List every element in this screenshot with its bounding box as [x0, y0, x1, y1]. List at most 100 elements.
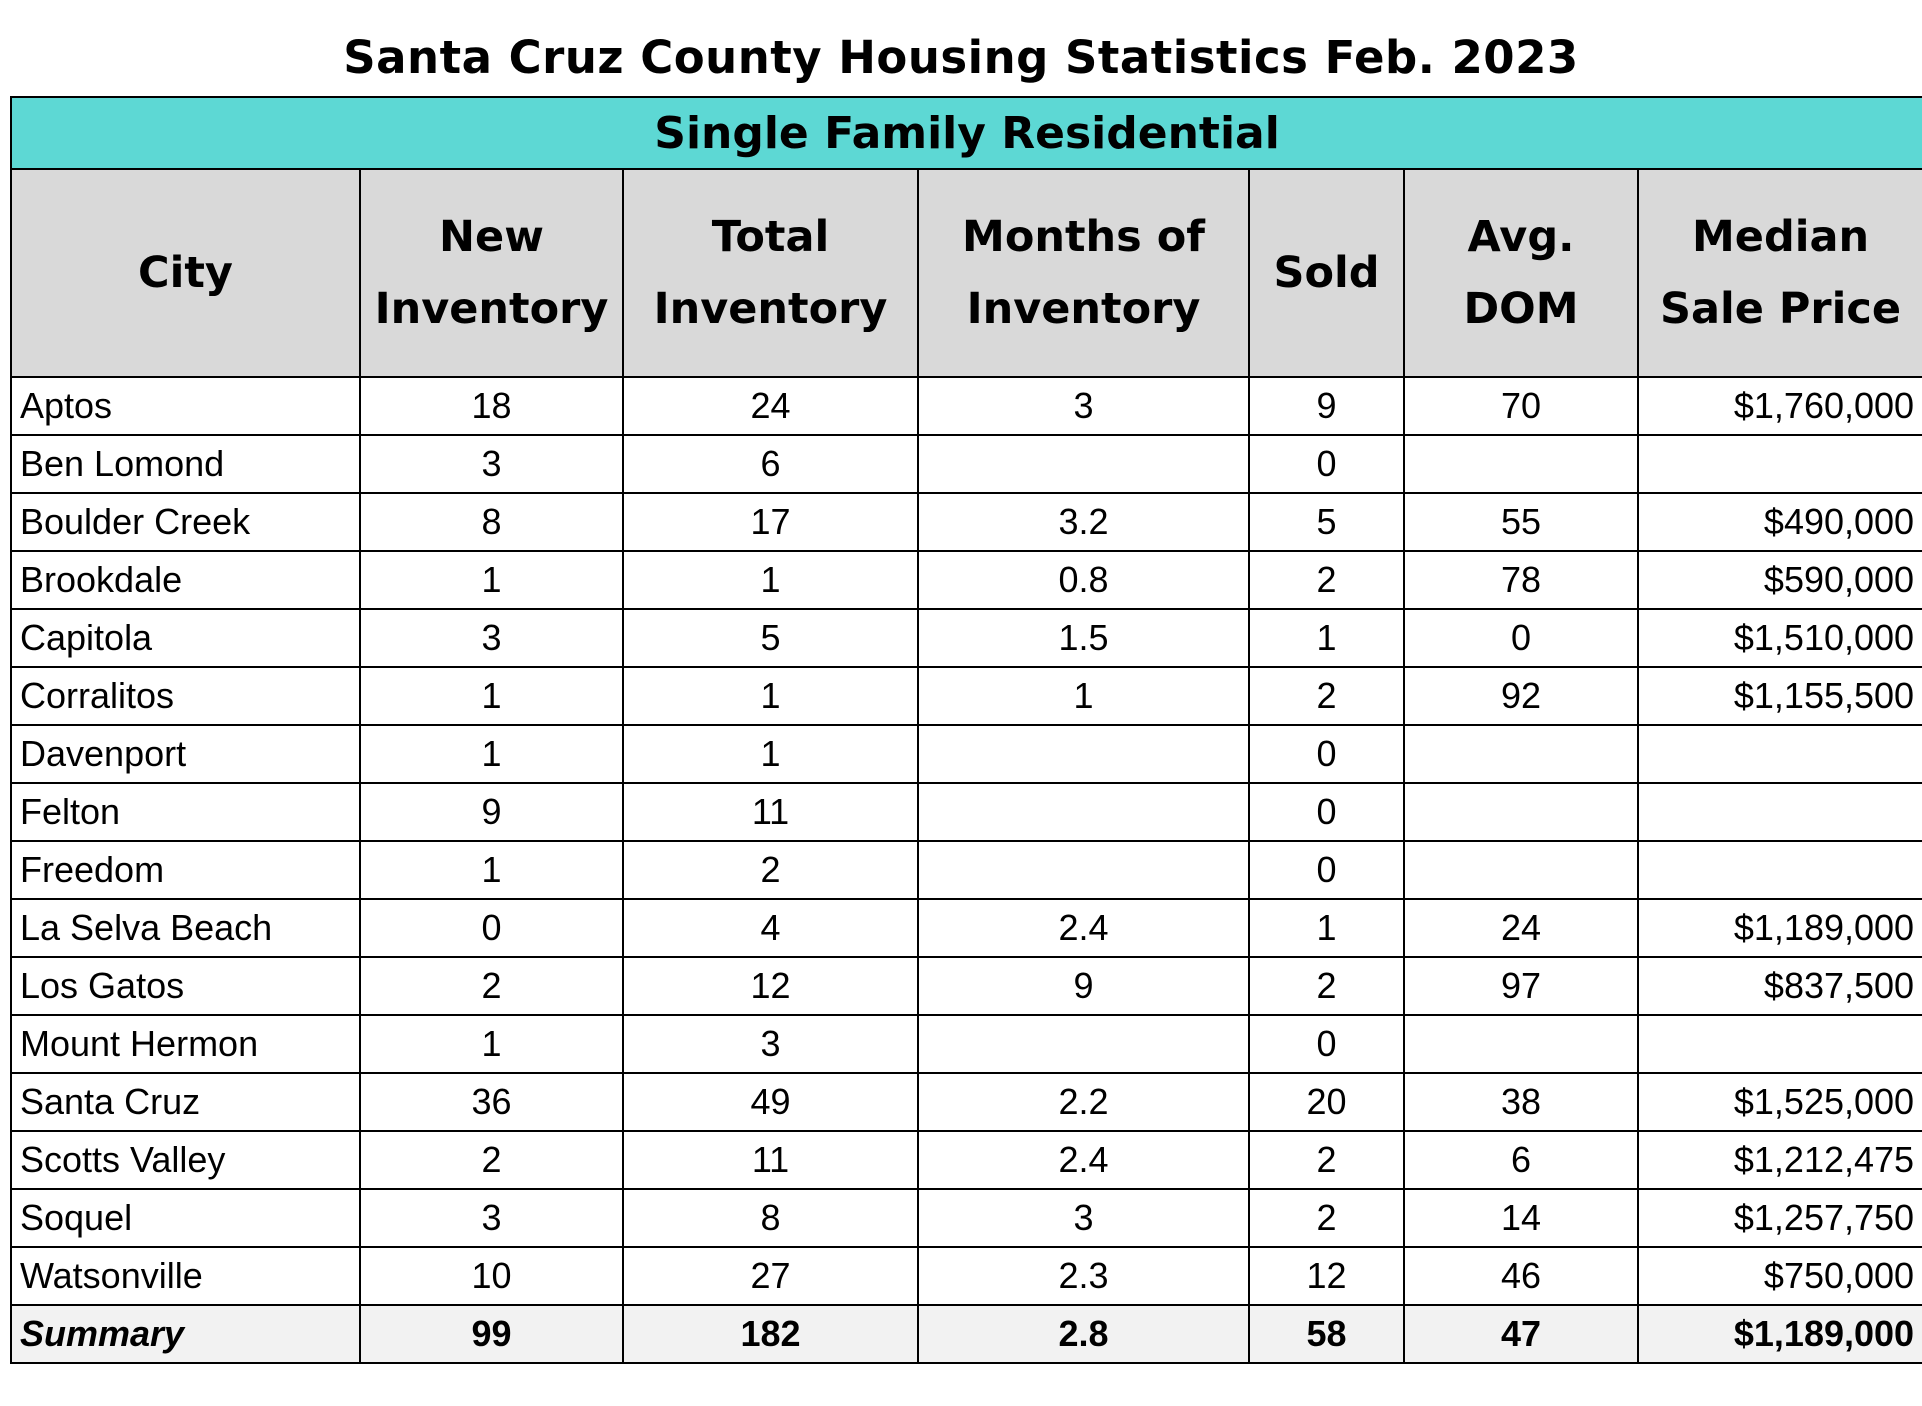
cell-avg-dom	[1403, 840, 1639, 900]
cell-months-of-inventory: 9	[917, 956, 1250, 1016]
summary-cell-new-inventory: 99	[359, 1304, 624, 1364]
cell-total-inventory: 11	[622, 1130, 919, 1190]
cell-months-of-inventory	[917, 1014, 1250, 1074]
cell-total-inventory: 2	[622, 840, 919, 900]
table-row: La Selva Beach 0 4 2.4 1 24 $1,189,000	[10, 898, 1922, 958]
cell-avg-dom: 14	[1403, 1188, 1639, 1248]
cell-total-inventory: 3	[622, 1014, 919, 1074]
cell-months-of-inventory: 0.8	[917, 550, 1250, 610]
housing-stats-table: Single Family Residential City New Invent…	[9, 96, 1922, 1364]
cell-avg-dom	[1403, 1014, 1639, 1074]
cell-new-inventory: 10	[359, 1246, 624, 1306]
cell-new-inventory: 2	[359, 956, 624, 1016]
cell-median-sale-price: $1,155,500	[1636, 666, 1922, 726]
cell-total-inventory: 1	[622, 724, 919, 784]
cell-city: Aptos	[10, 376, 361, 436]
cell-sold: 20	[1248, 1072, 1405, 1132]
cell-months-of-inventory: 1.5	[917, 608, 1250, 668]
cell-sold: 2	[1248, 550, 1405, 610]
cell-city: Scotts Valley	[10, 1130, 361, 1190]
summary-cell-city: Summary	[10, 1304, 361, 1364]
cell-avg-dom: 46	[1403, 1246, 1639, 1306]
cell-new-inventory: 18	[359, 376, 624, 436]
cell-months-of-inventory: 2.4	[917, 898, 1250, 958]
table-row: Felton 9 11 0	[10, 782, 1922, 842]
table-row: Freedom 1 2 0	[10, 840, 1922, 900]
cell-city: Brookdale	[10, 550, 361, 610]
cell-months-of-inventory: 2.3	[917, 1246, 1250, 1306]
cell-city: Ben Lomond	[10, 434, 361, 494]
cell-total-inventory: 11	[622, 782, 919, 842]
cell-avg-dom: 92	[1403, 666, 1639, 726]
summary-cell-sold: 58	[1248, 1304, 1405, 1364]
table-row: Scotts Valley 2 11 2.4 2 6 $1,212,475	[10, 1130, 1922, 1190]
cell-sold: 0	[1248, 840, 1405, 900]
cell-city: Soquel	[10, 1188, 361, 1248]
section-header-row: Single Family Residential	[9, 96, 1922, 170]
column-header-city: City	[10, 168, 361, 378]
cell-new-inventory: 8	[359, 492, 624, 552]
cell-city: Los Gatos	[10, 956, 361, 1016]
column-header-row: City New Inventory Total Inventory Months o…	[10, 168, 1922, 378]
cell-avg-dom: 0	[1403, 608, 1639, 668]
table-row: Los Gatos 2 12 9 2 97 $837,500	[10, 956, 1922, 1016]
cell-city: Santa Cruz	[10, 1072, 361, 1132]
cell-total-inventory: 49	[622, 1072, 919, 1132]
table-row: Davenport 1 1 0	[10, 724, 1922, 784]
column-header-sold: Sold	[1248, 168, 1405, 378]
cell-sold: 2	[1248, 1188, 1405, 1248]
cell-avg-dom	[1403, 782, 1639, 842]
cell-sold: 2	[1248, 1130, 1405, 1190]
cell-total-inventory: 1	[622, 666, 919, 726]
cell-total-inventory: 5	[622, 608, 919, 668]
cell-total-inventory: 17	[622, 492, 919, 552]
cell-avg-dom: 6	[1403, 1130, 1639, 1190]
cell-months-of-inventory: 2.2	[917, 1072, 1250, 1132]
cell-median-sale-price	[1636, 1014, 1922, 1074]
summary-cell-months-of-inventory: 2.8	[917, 1304, 1250, 1364]
cell-months-of-inventory	[917, 724, 1250, 784]
table-row: Corralitos 1 1 1 2 92 $1,155,500	[10, 666, 1922, 726]
cell-total-inventory: 4	[622, 898, 919, 958]
cell-city: Felton	[10, 782, 361, 842]
cell-months-of-inventory: 3	[917, 1188, 1250, 1248]
column-header-new-inventory: New Inventory	[359, 168, 624, 378]
cell-city: Corralitos	[10, 666, 361, 726]
table-row: Soquel 3 8 3 2 14 $1,257,750	[10, 1188, 1922, 1248]
cell-median-sale-price: $1,189,000	[1636, 898, 1922, 958]
cell-city: La Selva Beach	[10, 898, 361, 958]
cell-new-inventory: 1	[359, 666, 624, 726]
cell-avg-dom: 70	[1403, 376, 1639, 436]
cell-new-inventory: 9	[359, 782, 624, 842]
cell-avg-dom	[1403, 434, 1639, 494]
cell-new-inventory: 1	[359, 840, 624, 900]
cell-median-sale-price: $1,525,000	[1636, 1072, 1922, 1132]
table-row: Ben Lomond 3 6 0	[10, 434, 1922, 494]
summary-cell-total-inventory: 182	[622, 1304, 919, 1364]
cell-city: Capitola	[10, 608, 361, 668]
cell-median-sale-price	[1636, 782, 1922, 842]
cell-median-sale-price: $1,257,750	[1636, 1188, 1922, 1248]
cell-new-inventory: 0	[359, 898, 624, 958]
cell-sold: 0	[1248, 1014, 1405, 1074]
cell-months-of-inventory	[917, 782, 1250, 842]
column-header-avg-dom: Avg. DOM	[1403, 168, 1639, 378]
cell-median-sale-price	[1636, 840, 1922, 900]
cell-avg-dom: 55	[1403, 492, 1639, 552]
cell-sold: 9	[1248, 376, 1405, 436]
cell-months-of-inventory: 1	[917, 666, 1250, 726]
table-row: Boulder Creek 8 17 3.2 5 55 $490,000	[10, 492, 1922, 552]
cell-sold: 2	[1248, 956, 1405, 1016]
cell-median-sale-price: $1,510,000	[1636, 608, 1922, 668]
cell-sold: 0	[1248, 782, 1405, 842]
cell-city: Davenport	[10, 724, 361, 784]
cell-sold: 12	[1248, 1246, 1405, 1306]
cell-avg-dom: 38	[1403, 1072, 1639, 1132]
cell-total-inventory: 27	[622, 1246, 919, 1306]
cell-new-inventory: 1	[359, 1014, 624, 1074]
cell-median-sale-price: $490,000	[1636, 492, 1922, 552]
cell-avg-dom: 24	[1403, 898, 1639, 958]
cell-new-inventory: 3	[359, 608, 624, 668]
table-row: Santa Cruz 36 49 2.2 20 38 $1,525,000	[10, 1072, 1922, 1132]
cell-median-sale-price: $750,000	[1636, 1246, 1922, 1306]
